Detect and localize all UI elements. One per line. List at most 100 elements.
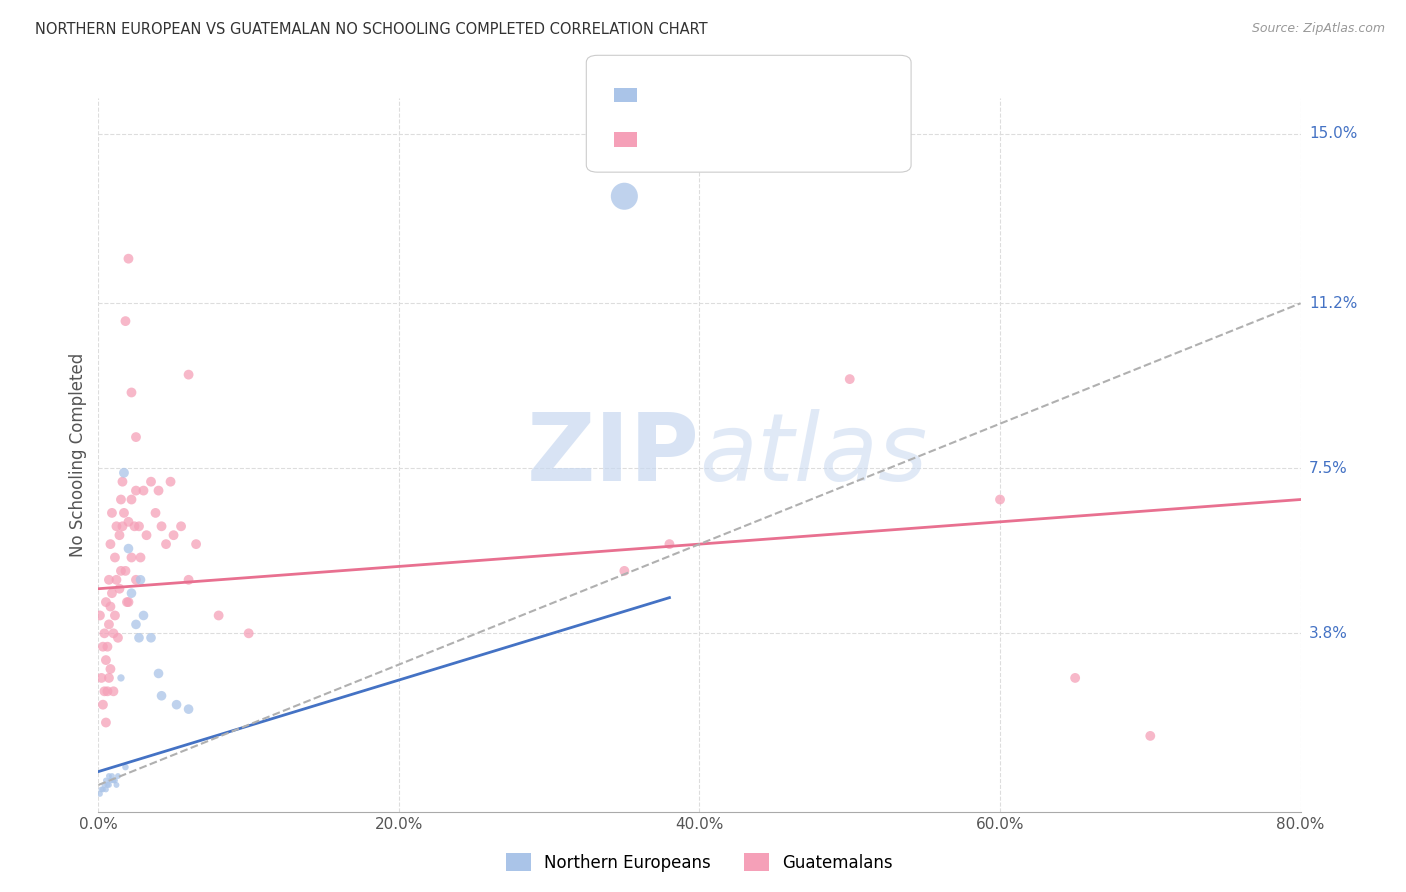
Point (208, 608, 231, 623)
Point (94, 773, 117, 788)
Point (107, 769, 129, 783)
Point (104, 550, 127, 565)
Point (114, 314, 136, 328)
Point (117, 252, 139, 266)
Text: N = 70: N = 70 (763, 132, 820, 147)
Point (107, 631, 129, 645)
Point (93, 626, 115, 640)
Point (170, 519, 193, 533)
Point (125, 617, 148, 632)
Point (101, 769, 124, 783)
Point (101, 586, 124, 600)
Point (114, 564, 136, 578)
Point (110, 492, 132, 507)
Point (97, 617, 120, 632)
Text: 7.5%: 7.5% (1309, 461, 1347, 475)
Point (96, 640, 118, 654)
Text: R = 0.130: R = 0.130 (648, 132, 728, 147)
Point (105, 573, 128, 587)
Point (117, 595, 139, 609)
Text: atlas: atlas (699, 409, 928, 500)
Point (166, 698, 188, 712)
Point (100, 773, 122, 788)
Point (148, 666, 170, 681)
Point (184, 537, 207, 551)
Point (110, 564, 132, 578)
Point (100, 662, 122, 676)
Point (93, 684, 115, 698)
Point (125, 573, 148, 587)
Point (128, 519, 150, 533)
Point (111, 519, 134, 533)
Point (114, 760, 136, 774)
Point (89, 787, 111, 801)
Point (112, 506, 135, 520)
Point (104, 773, 127, 788)
Text: NORTHERN EUROPEAN VS GUATEMALAN NO SCHOOLING COMPLETED CORRELATION CHART: NORTHERN EUROPEAN VS GUATEMALAN NO SCHOO… (35, 22, 707, 37)
Point (91, 782, 114, 797)
Point (139, 475, 162, 489)
Point (90, 671, 112, 685)
Point (94, 715, 117, 730)
Point (121, 550, 143, 565)
Point (110, 671, 132, 685)
Point (121, 385, 143, 400)
Point (658, 537, 681, 551)
Point (132, 608, 155, 623)
Text: 15.0%: 15.0% (1309, 127, 1357, 141)
Point (105, 519, 128, 533)
Point (115, 595, 138, 609)
Point (100, 599, 122, 614)
Point (139, 631, 162, 645)
Point (177, 368, 200, 382)
Point (125, 430, 148, 444)
Point (1064, 671, 1087, 685)
Point (121, 586, 143, 600)
Point (150, 519, 173, 533)
Text: N = 30: N = 30 (763, 87, 820, 103)
Point (177, 702, 200, 716)
Point (94, 653, 117, 667)
Point (97, 778, 120, 792)
Point (121, 492, 143, 507)
Text: Source: ZipAtlas.com: Source: ZipAtlas.com (1251, 22, 1385, 36)
Point (112, 466, 135, 480)
Point (105, 778, 128, 792)
Point (613, 564, 636, 578)
Point (162, 528, 184, 542)
Point (94, 595, 117, 609)
Point (129, 573, 152, 587)
Point (108, 528, 131, 542)
Text: ZIP: ZIP (527, 409, 699, 501)
Point (91, 698, 114, 712)
Point (177, 573, 200, 587)
Point (838, 372, 860, 386)
Point (103, 773, 125, 788)
Point (100, 537, 122, 551)
Y-axis label: No Schooling Completed: No Schooling Completed (69, 353, 87, 557)
Point (117, 541, 139, 556)
Point (101, 506, 124, 520)
Point (988, 492, 1011, 507)
Point (103, 626, 125, 640)
Point (108, 582, 131, 596)
Point (613, 189, 636, 203)
Point (94, 782, 117, 797)
Point (1139, 729, 1161, 743)
Point (135, 528, 157, 542)
Text: 3.8%: 3.8% (1309, 626, 1348, 640)
Point (159, 475, 181, 489)
Point (155, 537, 177, 551)
Point (124, 519, 146, 533)
Legend: Northern Europeans, Guatemalans: Northern Europeans, Guatemalans (499, 847, 900, 879)
Point (128, 631, 150, 645)
Point (91, 640, 114, 654)
Point (97, 573, 120, 587)
Point (145, 506, 167, 520)
Point (129, 550, 152, 565)
Point (148, 483, 170, 498)
Text: R = 0.348: R = 0.348 (648, 87, 728, 103)
Point (132, 483, 155, 498)
Point (125, 483, 148, 498)
Point (97, 769, 120, 783)
